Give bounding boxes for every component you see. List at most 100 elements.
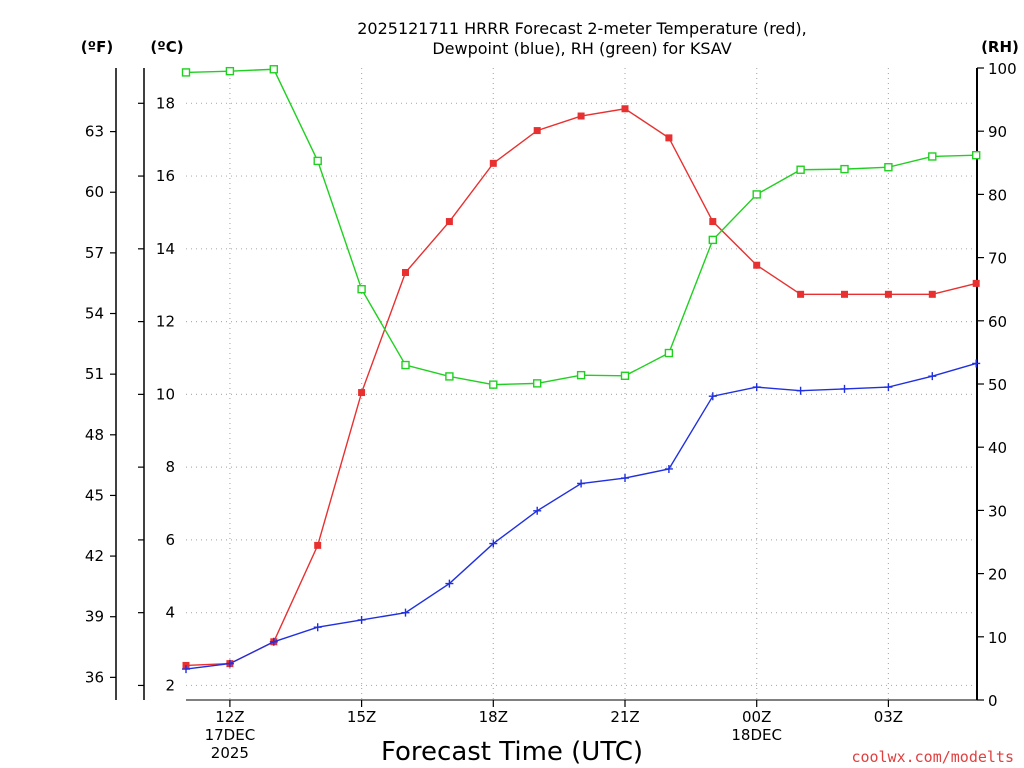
dewpoint-point — [182, 665, 190, 674]
fahrenheit-tick-label: 63 — [85, 123, 104, 141]
rh-point — [576, 370, 586, 380]
dewpoint-point — [313, 623, 322, 632]
celsius-tick-label: 8 — [165, 458, 175, 476]
x-tick-label: 03Z — [874, 708, 903, 726]
celsius-tick-label: 14 — [156, 240, 175, 258]
dewpoint-point — [357, 615, 366, 624]
2-meter-temperature-point — [797, 290, 805, 298]
rh-point — [620, 371, 630, 380]
fahrenheit-tick-label: 48 — [85, 426, 104, 444]
2-meter-temperature-point — [665, 134, 673, 142]
fahrenheit-tick-label: 36 — [85, 668, 104, 686]
rh-tick-label: 0 — [988, 692, 998, 710]
2-meter-temperature-line — [185, 108, 977, 667]
dewpoint-point — [752, 383, 761, 392]
rh-point — [752, 190, 761, 199]
rh-point — [489, 380, 498, 389]
dewpoint-point — [621, 474, 629, 483]
dewpoint-line — [185, 362, 977, 670]
x-tick-label: 00Z — [742, 708, 771, 726]
rh-point — [401, 360, 410, 370]
celsius-tick-label: 2 — [165, 676, 175, 694]
fahrenheit-axis-unit: (ºF) — [81, 38, 113, 56]
fahrenheit-tick-label: 54 — [85, 305, 104, 323]
celsius-tick-label: 4 — [165, 604, 175, 622]
rh-point — [840, 164, 849, 174]
rh-tick-label: 10 — [988, 629, 1007, 647]
fahrenheit-tick-label: 42 — [85, 547, 104, 565]
rh-point — [533, 379, 542, 388]
dewpoint-point — [840, 384, 849, 393]
chart-title-line-2: Dewpoint (blue), RH (green) for KSAV — [432, 39, 731, 58]
rh-tick-label: 60 — [988, 313, 1007, 331]
dewpoint-point — [928, 372, 937, 381]
celsius-tick-label: 6 — [165, 531, 175, 549]
2-meter-temperature-point — [841, 290, 848, 298]
dewpoint-point — [225, 659, 234, 668]
rh-tick-label: 80 — [988, 186, 1007, 204]
rh-point — [181, 68, 191, 77]
tick-labels: 2 4 6 8 10 12 14 16 18 36 39 42 45 48 51 54 57 60 63 0 10 20 3… — [85, 60, 1017, 762]
celsius-tick-label: 16 — [156, 167, 175, 185]
rh-axis-unit: (RH) — [981, 38, 1019, 56]
2-meter-temperature-point — [402, 268, 409, 276]
fahrenheit-tick-label: 51 — [85, 365, 104, 383]
dewpoint-point — [972, 359, 981, 368]
dewpoint-point — [577, 479, 586, 488]
2-meter-temperature-point — [314, 541, 322, 549]
2-meter-temperature-point — [753, 261, 761, 269]
rh-point — [664, 348, 674, 358]
x-tick-label: 18Z — [479, 708, 508, 726]
2-meter-temperature-point — [972, 279, 980, 287]
celsius-axis-unit: (ºC) — [150, 38, 183, 56]
x-tick-label: 12Z — [215, 708, 244, 726]
rh-tick-label: 100 — [988, 60, 1017, 78]
dewpoint-point — [708, 392, 717, 401]
rh-tick-label: 30 — [988, 502, 1007, 520]
rh-tick-label: 50 — [988, 376, 1007, 394]
2-meter-temperature-point — [445, 218, 453, 226]
2-meter-temperature-point — [884, 290, 892, 298]
rh-point — [928, 152, 937, 161]
x-tick-label: 21Z — [610, 708, 639, 726]
dewpoint-point — [533, 506, 542, 515]
rh-point — [357, 285, 366, 294]
x-tick-label: 2025 — [211, 744, 249, 762]
fahrenheit-tick-label: 60 — [85, 183, 104, 201]
celsius-tick-label: 10 — [156, 385, 175, 403]
dewpoint-point — [401, 608, 410, 617]
2-meter-temperature-point — [621, 105, 629, 113]
dewpoint-point — [445, 579, 454, 588]
2-meter-temperature-point — [533, 127, 541, 135]
dewpoint-point — [489, 539, 498, 548]
dewpoint-point — [884, 383, 893, 392]
chart-title-line-1: 2025121711 HRRR Forecast 2-meter Tempera… — [357, 19, 807, 38]
fahrenheit-tick-label: 57 — [85, 244, 104, 262]
celsius-tick-label: 12 — [156, 313, 175, 331]
rh-point — [708, 235, 717, 245]
axes — [110, 67, 984, 707]
rh-point — [445, 372, 454, 381]
data-series — [181, 65, 981, 674]
2-meter-temperature-point — [489, 159, 497, 167]
rh-point — [269, 65, 278, 74]
2-meter-temperature-point — [928, 290, 936, 298]
x-axis-label: Forecast Time (UTC) — [381, 737, 643, 767]
2-meter-temperature-point — [577, 112, 585, 120]
rh-tick-label: 20 — [988, 566, 1007, 584]
source-credit: coolwx.com/modelts — [851, 748, 1014, 766]
dewpoint-point — [664, 464, 673, 473]
rh-point — [313, 156, 322, 166]
rh-point — [796, 165, 805, 174]
2-meter-temperature-point — [709, 218, 717, 226]
rh-point — [225, 66, 235, 76]
rh-tick-label: 90 — [988, 123, 1007, 141]
x-tick-label: 17DEC — [205, 726, 256, 744]
rh-point — [972, 151, 981, 160]
grid-lines — [186, 68, 977, 700]
rh-tick-label: 70 — [988, 250, 1007, 268]
x-tick-label: 18DEC — [731, 726, 782, 744]
fahrenheit-tick-label: 45 — [85, 486, 104, 504]
fahrenheit-tick-label: 39 — [85, 608, 104, 626]
